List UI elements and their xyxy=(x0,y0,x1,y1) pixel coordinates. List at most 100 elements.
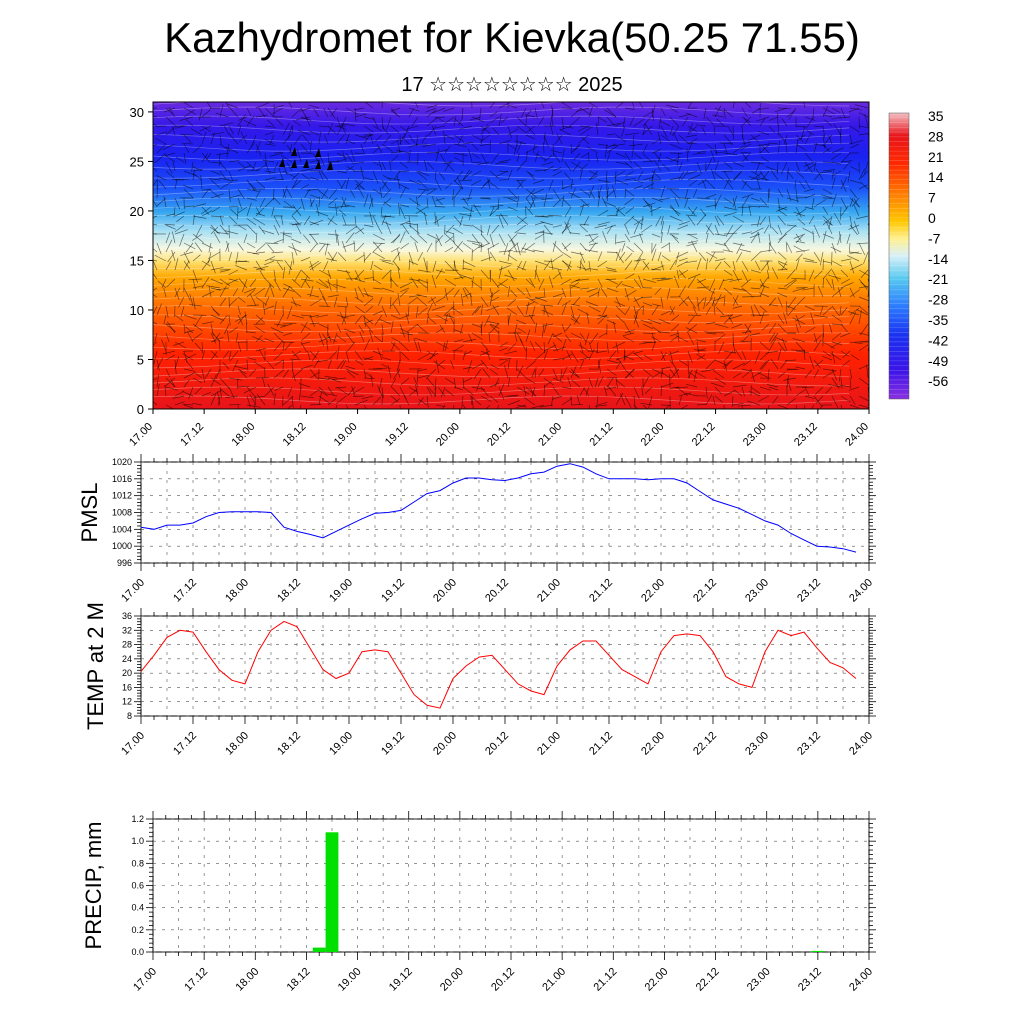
wind-barb xyxy=(741,350,747,361)
wind-barb xyxy=(543,384,546,397)
wind-barb xyxy=(633,352,644,361)
wind-barb xyxy=(417,368,428,372)
wind-barb xyxy=(606,122,620,127)
wind-barb xyxy=(192,215,195,226)
wind-barb xyxy=(804,161,813,174)
wind-barb xyxy=(651,372,660,379)
x-tick-label: 18.00 xyxy=(223,577,251,605)
wind-barb xyxy=(840,332,851,338)
precip-bar xyxy=(325,832,339,952)
wind-barb xyxy=(654,161,662,172)
wind-barb xyxy=(651,305,659,316)
wind-barb xyxy=(526,125,536,133)
wind-barb xyxy=(417,233,428,244)
wind-barb xyxy=(292,120,302,127)
wind-barb xyxy=(188,278,203,281)
wind-barb xyxy=(219,122,234,127)
wind-barb xyxy=(850,165,860,172)
wind-barb xyxy=(867,179,869,181)
wind-barb xyxy=(750,295,762,298)
wind-barb xyxy=(744,323,752,334)
wind-barb xyxy=(624,273,635,280)
wind-barb xyxy=(273,369,285,379)
wind-barb xyxy=(516,179,524,189)
wind-barb xyxy=(685,383,698,388)
wind-barb xyxy=(480,359,489,370)
wind-barb xyxy=(338,209,347,217)
wind-barb xyxy=(561,386,572,390)
wind-barb xyxy=(291,108,302,118)
wind-barb xyxy=(723,295,726,307)
wind-barb xyxy=(829,352,842,361)
wind-barb xyxy=(377,296,383,306)
wind-barb xyxy=(686,233,698,236)
wind-barb xyxy=(194,242,203,253)
wind-barb xyxy=(191,161,194,172)
wind-barb xyxy=(264,138,275,145)
wind-barb xyxy=(651,336,662,343)
wind-barb xyxy=(606,251,618,253)
wind-barb xyxy=(642,260,650,270)
wind-barb xyxy=(831,147,844,154)
wind-barb xyxy=(259,270,266,280)
wind-barb xyxy=(524,114,536,118)
wind-barb xyxy=(786,242,793,254)
wind-barb xyxy=(471,161,482,164)
wind-barb xyxy=(255,348,266,352)
wind-barb xyxy=(684,197,689,208)
wind-barb xyxy=(687,141,693,154)
wind-barb xyxy=(860,181,869,190)
wind-barb xyxy=(795,240,806,244)
wind-barb xyxy=(462,377,473,383)
wind-barb xyxy=(741,107,747,116)
wind-barb xyxy=(561,222,570,235)
wind-barb xyxy=(327,398,337,406)
wind-barb xyxy=(858,116,860,129)
wind-barb xyxy=(426,278,429,292)
wind-barb xyxy=(183,404,194,409)
wind-barb xyxy=(822,161,834,163)
wind-barb xyxy=(840,205,849,217)
wind-barb xyxy=(347,341,356,352)
wind-barb xyxy=(507,394,519,397)
wind-barb xyxy=(435,269,445,273)
wind-barb xyxy=(633,242,644,253)
wind-barb xyxy=(777,292,788,298)
wind-barb xyxy=(625,170,635,177)
wind-barb xyxy=(543,132,546,145)
wind-barb xyxy=(212,309,221,316)
wind-barb xyxy=(381,332,384,343)
wind-barb xyxy=(840,269,849,278)
wind-barb xyxy=(705,297,713,307)
wind-barb xyxy=(354,399,368,406)
wind-barb xyxy=(345,139,356,145)
wind-barb xyxy=(438,172,446,181)
wind-barb xyxy=(262,159,275,163)
wind-barb xyxy=(550,395,554,407)
wind-barb xyxy=(525,296,539,304)
y-tick-label: 20 xyxy=(122,668,132,678)
wind-barb xyxy=(173,341,185,346)
wind-barb xyxy=(192,332,203,341)
wind-barb xyxy=(232,359,239,372)
wind-barb xyxy=(786,197,800,202)
wind-barb xyxy=(172,126,176,136)
wind-barb xyxy=(354,254,365,262)
wind-barb xyxy=(687,276,696,289)
wind-barb xyxy=(750,223,761,226)
wind-barb xyxy=(500,116,509,124)
wind-barb xyxy=(459,179,473,182)
wind-barb xyxy=(201,242,213,249)
wind-barb xyxy=(747,134,761,142)
wind-barb xyxy=(858,404,869,409)
wind-barb xyxy=(327,278,332,292)
colorbar-fill xyxy=(888,112,910,400)
wind-barb xyxy=(355,242,365,252)
colorbar-label: -7 xyxy=(928,230,941,246)
wind-barb xyxy=(579,287,590,290)
wind-barb xyxy=(259,197,266,209)
wind-barb xyxy=(538,368,545,377)
wind-barb xyxy=(453,276,466,280)
wind-barb xyxy=(552,333,563,343)
wind-barb xyxy=(568,232,581,235)
